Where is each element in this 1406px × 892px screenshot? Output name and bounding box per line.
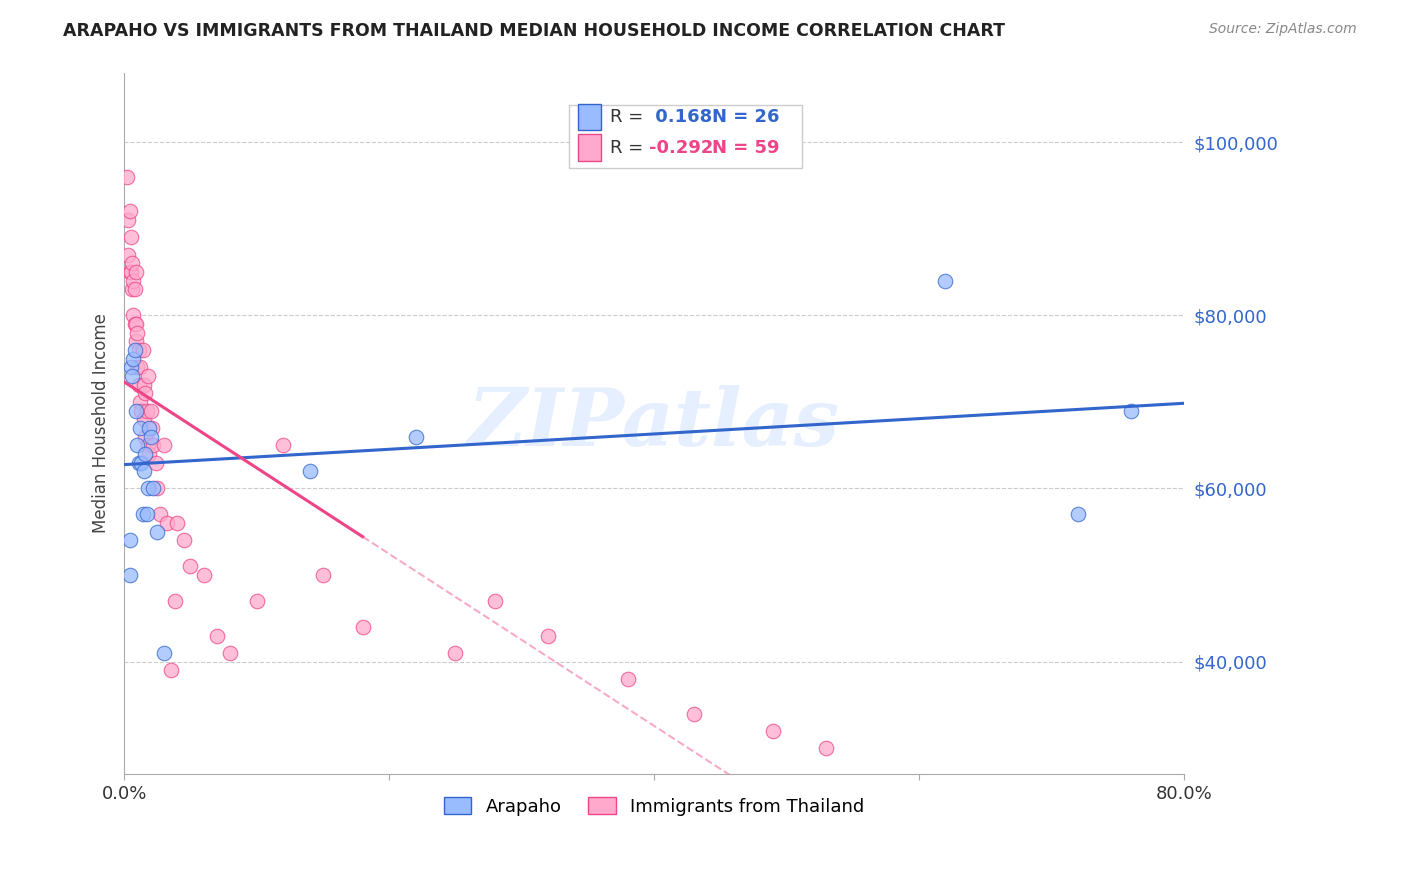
Bar bbox=[569, 104, 803, 168]
Point bbox=[271, 438, 294, 452]
Point bbox=[163, 594, 186, 608]
Point bbox=[153, 438, 176, 452]
Point bbox=[146, 524, 169, 539]
Point bbox=[127, 360, 149, 375]
Legend: Arapaho, Immigrants from Thailand: Arapaho, Immigrants from Thailand bbox=[434, 788, 873, 825]
Point bbox=[122, 309, 145, 323]
Point bbox=[1067, 508, 1090, 522]
Point bbox=[120, 360, 142, 375]
Point bbox=[444, 646, 467, 660]
Point bbox=[129, 395, 152, 409]
Point bbox=[122, 351, 145, 366]
Point bbox=[153, 646, 176, 660]
Point bbox=[132, 508, 155, 522]
Point bbox=[128, 456, 150, 470]
Point bbox=[142, 438, 165, 452]
Point bbox=[128, 343, 150, 357]
Point bbox=[193, 568, 215, 582]
Point bbox=[134, 386, 156, 401]
Point bbox=[166, 516, 188, 530]
Bar bbox=[578, 103, 602, 130]
Point bbox=[117, 248, 139, 262]
Point bbox=[142, 482, 165, 496]
Point bbox=[537, 629, 560, 643]
Point bbox=[124, 343, 146, 357]
Point bbox=[173, 533, 195, 548]
Point bbox=[125, 334, 148, 349]
Point bbox=[312, 568, 335, 582]
Point bbox=[129, 421, 152, 435]
Text: N = 59: N = 59 bbox=[713, 139, 780, 157]
Point bbox=[128, 377, 150, 392]
Point bbox=[149, 508, 172, 522]
Point bbox=[815, 741, 838, 756]
Point bbox=[117, 213, 139, 227]
Point bbox=[139, 429, 162, 443]
Point bbox=[135, 508, 157, 522]
Point bbox=[136, 368, 159, 383]
Point bbox=[118, 265, 141, 279]
Point bbox=[127, 438, 149, 452]
Point bbox=[125, 403, 148, 417]
Point bbox=[246, 594, 269, 608]
Point bbox=[138, 421, 160, 435]
Point bbox=[121, 256, 143, 270]
Point bbox=[762, 723, 785, 738]
Y-axis label: Median Household Income: Median Household Income bbox=[93, 314, 110, 533]
Point bbox=[131, 456, 153, 470]
Text: R =: R = bbox=[610, 139, 648, 157]
Point bbox=[124, 317, 146, 331]
Point bbox=[134, 429, 156, 443]
Point bbox=[159, 663, 181, 677]
Text: 0.168: 0.168 bbox=[648, 108, 711, 126]
Point bbox=[155, 516, 177, 530]
Point bbox=[135, 403, 157, 417]
Point bbox=[134, 447, 156, 461]
Point bbox=[120, 265, 142, 279]
Point bbox=[138, 447, 160, 461]
Text: ARAPAHO VS IMMIGRANTS FROM THAILAND MEDIAN HOUSEHOLD INCOME CORRELATION CHART: ARAPAHO VS IMMIGRANTS FROM THAILAND MEDI… bbox=[63, 22, 1005, 40]
Point bbox=[132, 412, 155, 426]
Point bbox=[121, 368, 143, 383]
Point bbox=[141, 421, 163, 435]
Point bbox=[219, 646, 242, 660]
Point bbox=[298, 464, 321, 478]
Point bbox=[352, 620, 374, 634]
Text: N = 26: N = 26 bbox=[713, 108, 780, 126]
Point bbox=[124, 282, 146, 296]
Point bbox=[115, 169, 138, 184]
Point bbox=[125, 265, 148, 279]
Point bbox=[118, 533, 141, 548]
Point bbox=[934, 274, 956, 288]
Bar bbox=[578, 134, 602, 161]
Point bbox=[127, 326, 149, 340]
Point bbox=[1119, 403, 1142, 417]
Point bbox=[405, 429, 427, 443]
Point bbox=[120, 230, 142, 244]
Point bbox=[122, 274, 145, 288]
Point bbox=[136, 438, 159, 452]
Point bbox=[132, 343, 155, 357]
Point bbox=[132, 464, 155, 478]
Text: ZIPatlas: ZIPatlas bbox=[468, 384, 841, 462]
Text: -0.292: -0.292 bbox=[648, 139, 713, 157]
Point bbox=[125, 317, 148, 331]
Point bbox=[118, 204, 141, 219]
Text: Source: ZipAtlas.com: Source: ZipAtlas.com bbox=[1209, 22, 1357, 37]
Point bbox=[129, 360, 152, 375]
Point bbox=[139, 403, 162, 417]
Point bbox=[205, 629, 228, 643]
Point bbox=[682, 706, 704, 721]
Text: R =: R = bbox=[610, 108, 648, 126]
Point bbox=[121, 282, 143, 296]
Point bbox=[118, 568, 141, 582]
Point bbox=[179, 559, 201, 574]
Point bbox=[145, 456, 167, 470]
Point bbox=[484, 594, 506, 608]
Point bbox=[136, 482, 159, 496]
Point bbox=[616, 672, 638, 686]
Point bbox=[131, 403, 153, 417]
Point bbox=[132, 377, 155, 392]
Point bbox=[146, 482, 169, 496]
